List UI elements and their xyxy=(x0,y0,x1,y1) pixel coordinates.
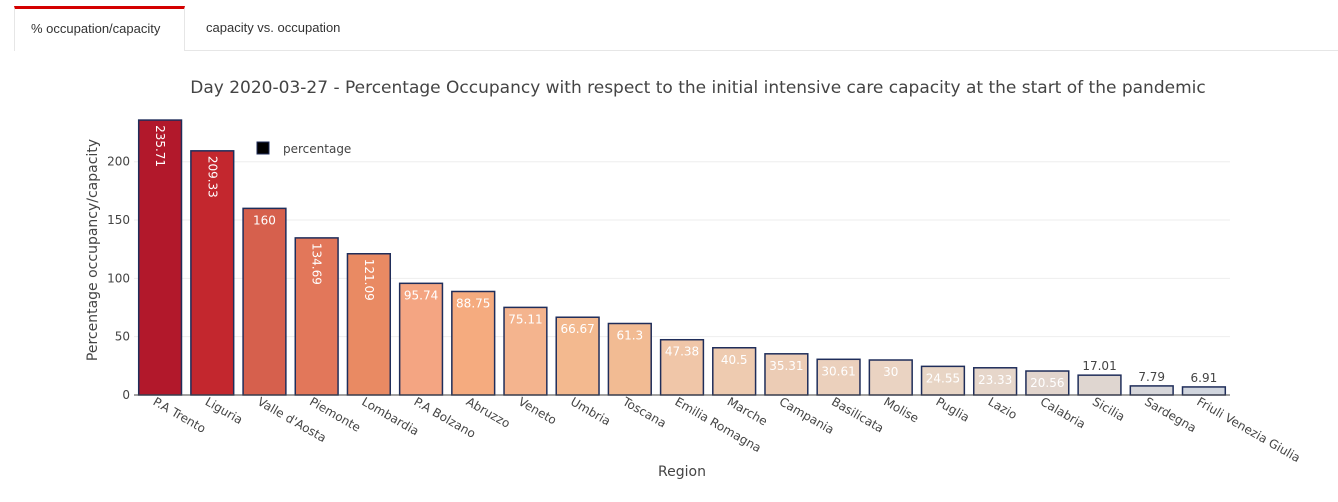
bar[interactable] xyxy=(607,322,652,396)
legend-swatch xyxy=(256,141,270,155)
x-tick-label: Lombardia xyxy=(359,394,421,438)
data-label: 20.56 xyxy=(1030,376,1064,390)
data-label: 23.33 xyxy=(978,373,1012,387)
bar[interactable] xyxy=(503,306,548,396)
bar[interactable] xyxy=(346,253,392,396)
bar[interactable] xyxy=(1077,374,1122,396)
data-label: 40.5 xyxy=(721,353,748,367)
tab-bar: % occupation/capacity capacity vs. occup… xyxy=(14,6,1338,51)
bar[interactable] xyxy=(764,353,809,396)
y-tick-label: 0 xyxy=(122,388,130,402)
bar[interactable] xyxy=(659,338,705,396)
tab-capacity-vs-occupation[interactable]: capacity vs. occupation xyxy=(206,20,341,35)
y-tick-label: 150 xyxy=(107,213,130,227)
data-label: 121.09 xyxy=(362,259,376,301)
data-label: 235.71 xyxy=(153,125,167,167)
chart-title: Day 2020-03-27 - Percentage Occupancy wi… xyxy=(190,78,1205,98)
bar[interactable] xyxy=(451,290,496,396)
data-label: 7.79 xyxy=(1138,370,1165,384)
x-tick-label: Molise xyxy=(881,394,921,425)
data-label: 61.3 xyxy=(616,328,643,342)
x-tick-label: Toscana xyxy=(619,394,668,431)
data-label: 75.11 xyxy=(508,312,542,326)
y-axis-title: Percentage occupancy/capacity xyxy=(85,139,101,361)
data-label: 160 xyxy=(253,213,276,227)
bar[interactable] xyxy=(816,358,861,396)
x-tick-label: Friuli Venezia Giulia xyxy=(1194,394,1302,465)
bar[interactable] xyxy=(868,359,913,396)
bar[interactable] xyxy=(137,119,183,396)
bars xyxy=(137,119,1227,396)
legend[interactable]: percentage xyxy=(256,141,351,156)
data-label: 209.33 xyxy=(205,156,219,198)
x-tick-label: P.A Trento xyxy=(151,394,209,435)
data-label: 88.75 xyxy=(456,296,490,310)
x-tick-label: Campania xyxy=(777,394,837,436)
bar[interactable] xyxy=(712,347,757,396)
bar[interactable] xyxy=(1181,386,1227,396)
x-tick-label: Sicilia xyxy=(1090,394,1127,424)
data-label: 35.31 xyxy=(769,359,803,373)
x-tick-label: Sardegna xyxy=(1142,394,1199,435)
x-tick-label: Emilia Romagna xyxy=(673,394,764,455)
bar[interactable] xyxy=(1129,385,1174,396)
data-label: 6.91 xyxy=(1191,371,1218,385)
x-tick-label: Liguria xyxy=(203,394,245,427)
y-tick-label: 50 xyxy=(115,330,130,344)
tab-occupation-capacity[interactable]: % occupation/capacity xyxy=(14,6,185,51)
x-tick-label: Basilicata xyxy=(829,394,886,435)
y-axis-ticks: 0 50 100 150 200 xyxy=(107,155,130,402)
data-label: 134.69 xyxy=(310,243,324,285)
x-tick-label: Puglia xyxy=(933,394,971,424)
legend-label: percentage xyxy=(283,142,351,156)
bar[interactable] xyxy=(920,365,966,396)
y-tick-label: 100 xyxy=(107,271,130,285)
x-tick-label: Lazio xyxy=(986,394,1020,422)
bar[interactable] xyxy=(242,207,287,396)
data-label: 24.55 xyxy=(926,371,960,385)
data-label: 30 xyxy=(883,365,898,379)
x-tick-label: Veneto xyxy=(516,394,559,427)
data-label: 95.74 xyxy=(404,288,438,302)
x-tick-label: Calabria xyxy=(1038,394,1088,431)
data-label: 17.01 xyxy=(1082,359,1116,373)
data-label: 47.38 xyxy=(665,345,699,359)
bar[interactable] xyxy=(972,367,1018,396)
data-label: 66.67 xyxy=(560,322,594,336)
x-tick-label: Umbria xyxy=(568,394,613,428)
data-label: 30.61 xyxy=(821,364,855,378)
bar[interactable] xyxy=(398,282,444,396)
data-labels: 235.71 209.33 160 134.69 121.09 95.74 88.75 75.… xyxy=(153,125,1217,390)
x-axis-title: Region xyxy=(658,464,706,480)
y-tick-label: 200 xyxy=(107,155,130,169)
